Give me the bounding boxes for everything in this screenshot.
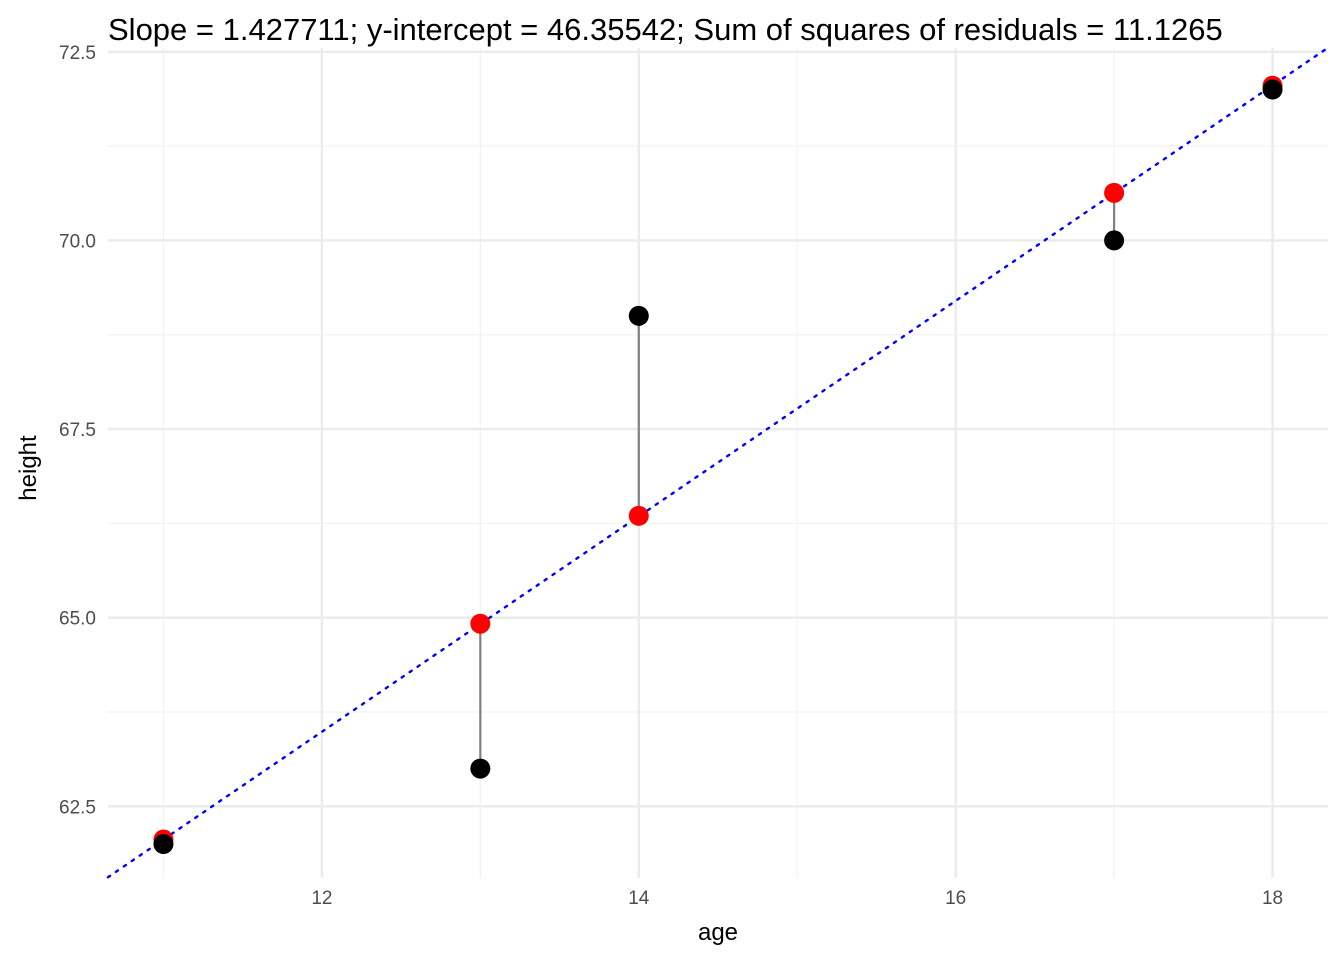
fitted-point	[1104, 182, 1125, 203]
y-tick-label: 67.5	[59, 420, 96, 441]
x-tick-label: 14	[628, 888, 650, 909]
data-points	[153, 75, 1283, 855]
observed-point	[153, 834, 174, 855]
fitted-point	[470, 613, 491, 634]
observed-point	[1104, 230, 1125, 251]
tick-labels: 12 14 16 18 62.5 65.0 67.5 70.0 72.5	[59, 43, 1283, 909]
x-tick-label: 16	[945, 888, 966, 909]
major-gridlines	[108, 48, 1328, 878]
x-tick-label: 18	[1262, 888, 1283, 909]
observed-point	[470, 758, 491, 779]
observed-point	[628, 305, 649, 326]
y-tick-label: 72.5	[59, 43, 96, 64]
residual-segments	[162, 85, 1274, 845]
y-tick-label: 65.0	[59, 609, 96, 630]
observed-point	[1262, 79, 1283, 100]
fitted-point	[628, 505, 649, 526]
y-tick-label: 62.5	[59, 797, 96, 818]
chart-title: Slope = 1.427711; y-intercept = 46.35542…	[108, 12, 1223, 47]
regression-fit-line	[106, 46, 1330, 879]
y-tick-label: 70.0	[59, 231, 96, 252]
y-axis-title: height	[15, 435, 42, 501]
x-tick-label: 12	[311, 888, 332, 909]
fit-line-layer	[106, 46, 1330, 879]
x-axis-title: age	[698, 919, 738, 946]
